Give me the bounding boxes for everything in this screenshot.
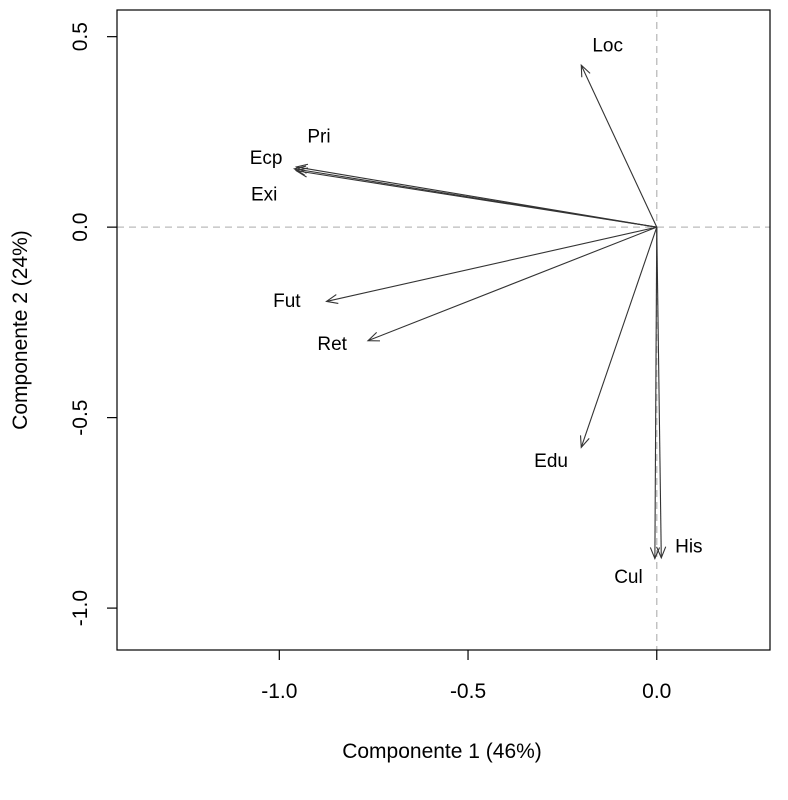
x-tick-label: -0.5 (450, 680, 486, 703)
y-axis-title: Componente 2 (24%) (9, 230, 32, 430)
vector-exi-shaft (296, 170, 657, 228)
reference-lines (117, 10, 770, 650)
y-tick-label: -0.5 (69, 400, 92, 436)
y-tick-label: 0.0 (69, 213, 92, 242)
vector-exi-arrowhead (294, 167, 309, 178)
vector-label-edu: Edu (534, 451, 568, 472)
vector-fut-arrowhead (325, 294, 339, 305)
vector-label-loc: Loc (592, 36, 623, 57)
y-axis: 0.5 0.0 -0.5 -1.0 (69, 22, 117, 626)
vector-pri-arrowhead (294, 163, 309, 174)
vector-label-ret: Ret (317, 334, 347, 355)
vector-ret-shaft (367, 226, 657, 342)
vector-cul-shaft (654, 227, 658, 559)
vector-label-group: Loc Pri Ecp Exi Fut Ret Edu His Cul (250, 36, 703, 588)
vector-label-pri: Pri (307, 126, 330, 147)
vector-ret-arrowhead (366, 331, 381, 342)
vector-ret (366, 226, 657, 342)
vector-loc-shaft (580, 65, 658, 228)
vector-label-ecp: Ecp (250, 148, 283, 169)
x-axis-title: Componente 1 (46%) (342, 740, 542, 763)
vector-edu-shaft (580, 226, 658, 448)
vector-label-exi: Exi (251, 184, 277, 205)
vector-group (292, 63, 667, 561)
vector-cul (649, 227, 661, 561)
vector-cul-arrowhead (649, 547, 661, 561)
plot-frame (116, 9, 771, 651)
vector-label-his: His (675, 537, 702, 558)
vector-exi (294, 167, 657, 228)
vector-fut-shaft (326, 226, 657, 302)
vector-fut (325, 226, 657, 305)
vector-loc-arrowhead (580, 63, 591, 78)
vector-label-cul: Cul (614, 567, 643, 588)
y-tick-label: 0.5 (69, 22, 92, 51)
y-tick-label: -1.0 (69, 590, 92, 626)
vector-label-fut: Fut (273, 291, 301, 312)
vector-edu-arrowhead (579, 435, 590, 449)
vector-his-shaft (656, 227, 662, 558)
vector-ecp-arrowhead (292, 165, 307, 176)
vector-edu (579, 226, 658, 449)
vector-loc (580, 63, 658, 228)
x-tick-label: -1.0 (261, 680, 297, 703)
x-axis: -1.0 -0.5 0.0 (261, 650, 671, 703)
x-tick-label: 0.0 (642, 680, 671, 703)
